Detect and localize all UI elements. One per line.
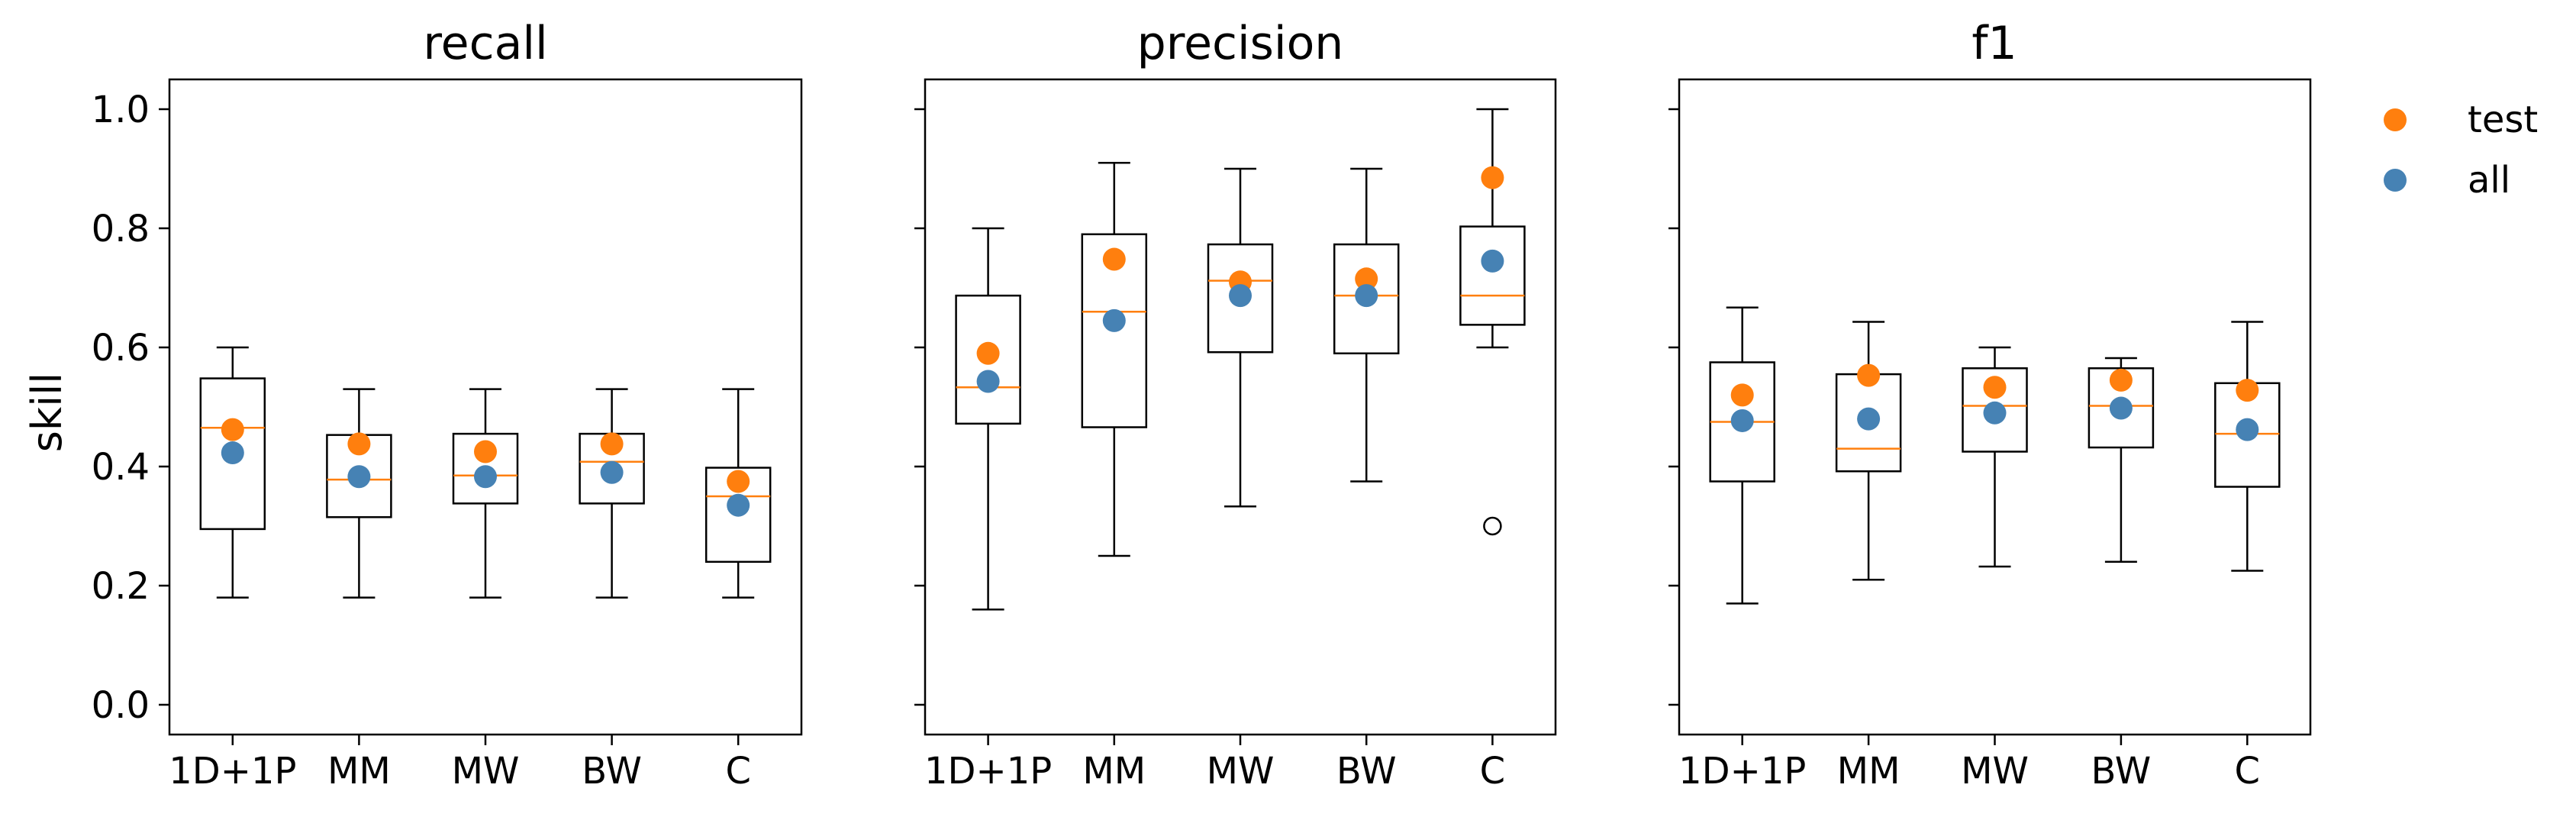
box-body (2088, 367, 2155, 449)
point-all (221, 441, 244, 465)
point-all (1229, 284, 1252, 308)
box-bw (2088, 357, 2155, 564)
x-tick-label: 1D+1P (924, 750, 1052, 793)
point-all (727, 493, 750, 517)
box-c (704, 388, 772, 599)
point-all (1730, 408, 1754, 432)
point-all (600, 460, 624, 484)
box-1d-1p (955, 227, 1021, 611)
panel-title: recall (423, 17, 547, 70)
point-all (347, 465, 371, 489)
x-tick-label: MW (452, 750, 520, 793)
x-tick-label: MM (327, 750, 391, 793)
x-tick-label: MM (1837, 750, 1901, 793)
box-body (955, 294, 1021, 425)
box-body (1459, 225, 1526, 326)
point-all (976, 370, 1000, 393)
point-all (2236, 418, 2259, 441)
x-tick-label: C (725, 750, 751, 793)
point-all (474, 465, 497, 489)
point-test (1102, 247, 1126, 271)
box-mw (1207, 167, 1274, 508)
legend-marker-test (2384, 108, 2407, 131)
panel-f1: f1 1D+1P MM MW BW C (1668, 17, 2312, 793)
box-body (199, 377, 266, 531)
x-tick-label: 1D+1P (1678, 750, 1806, 793)
x-tick-label: MW (1961, 750, 2029, 793)
legend-label-all: all (2468, 159, 2510, 202)
panel-recall: recall 0.0 0.2 0.4 0.6 0.8 1.0 1D+1P MM MW BW C (92, 17, 803, 793)
x-tick-label: BW (582, 750, 642, 793)
x-tick-label: C (1480, 750, 1506, 793)
point-all (1481, 249, 1504, 273)
point-test (600, 432, 624, 456)
point-test (1481, 166, 1504, 189)
y-tick-label: 0.4 (92, 446, 150, 489)
legend-marker-all (2384, 169, 2407, 192)
x-tick-label: MW (1207, 750, 1275, 793)
point-test (2109, 368, 2133, 392)
point-all (1102, 308, 1126, 332)
box-1d-1p (199, 346, 266, 599)
point-test (1355, 267, 1378, 291)
x-tick-label: MM (1082, 750, 1146, 793)
box-1d-1p (1709, 306, 1775, 605)
box-body (1333, 243, 1400, 355)
point-all (2109, 396, 2133, 420)
point-test (976, 341, 1000, 365)
point-test (1983, 376, 2007, 399)
point-test (1730, 383, 1754, 407)
outlier-point (1483, 516, 1502, 536)
panel-precision: precision 1D+1P MM MW BW C (914, 17, 1557, 793)
x-tick-label: BW (1336, 750, 1397, 793)
y-tick-label: 0.8 (92, 208, 150, 250)
point-test (1857, 363, 1881, 387)
box-bw (1333, 167, 1400, 483)
legend: test all (2384, 98, 2538, 202)
y-axis-label: skill (23, 373, 71, 452)
point-test (727, 470, 750, 493)
point-all (1857, 407, 1881, 431)
box-body (452, 432, 519, 505)
box-body (1962, 367, 2028, 453)
point-test (474, 440, 497, 463)
point-test (347, 432, 371, 456)
box-body (1207, 243, 1274, 354)
panel-title: precision (1137, 17, 1344, 70)
point-test (2236, 379, 2259, 402)
box-body (1081, 233, 1148, 428)
point-all (1355, 284, 1378, 308)
y-tick-label: 1.0 (92, 89, 150, 131)
x-tick-label: BW (2091, 750, 2152, 793)
y-tick-label: 0.6 (92, 327, 150, 370)
point-all (1983, 401, 2007, 425)
y-tick-label: 0.2 (92, 565, 150, 608)
y-tick-label: 0.0 (92, 684, 150, 727)
x-tick-label: 1D+1P (169, 750, 296, 793)
x-tick-label: C (2235, 750, 2261, 793)
legend-label-test: test (2468, 98, 2538, 141)
box-body (704, 467, 772, 564)
point-test (221, 418, 244, 441)
panel-title: f1 (1971, 17, 2017, 70)
